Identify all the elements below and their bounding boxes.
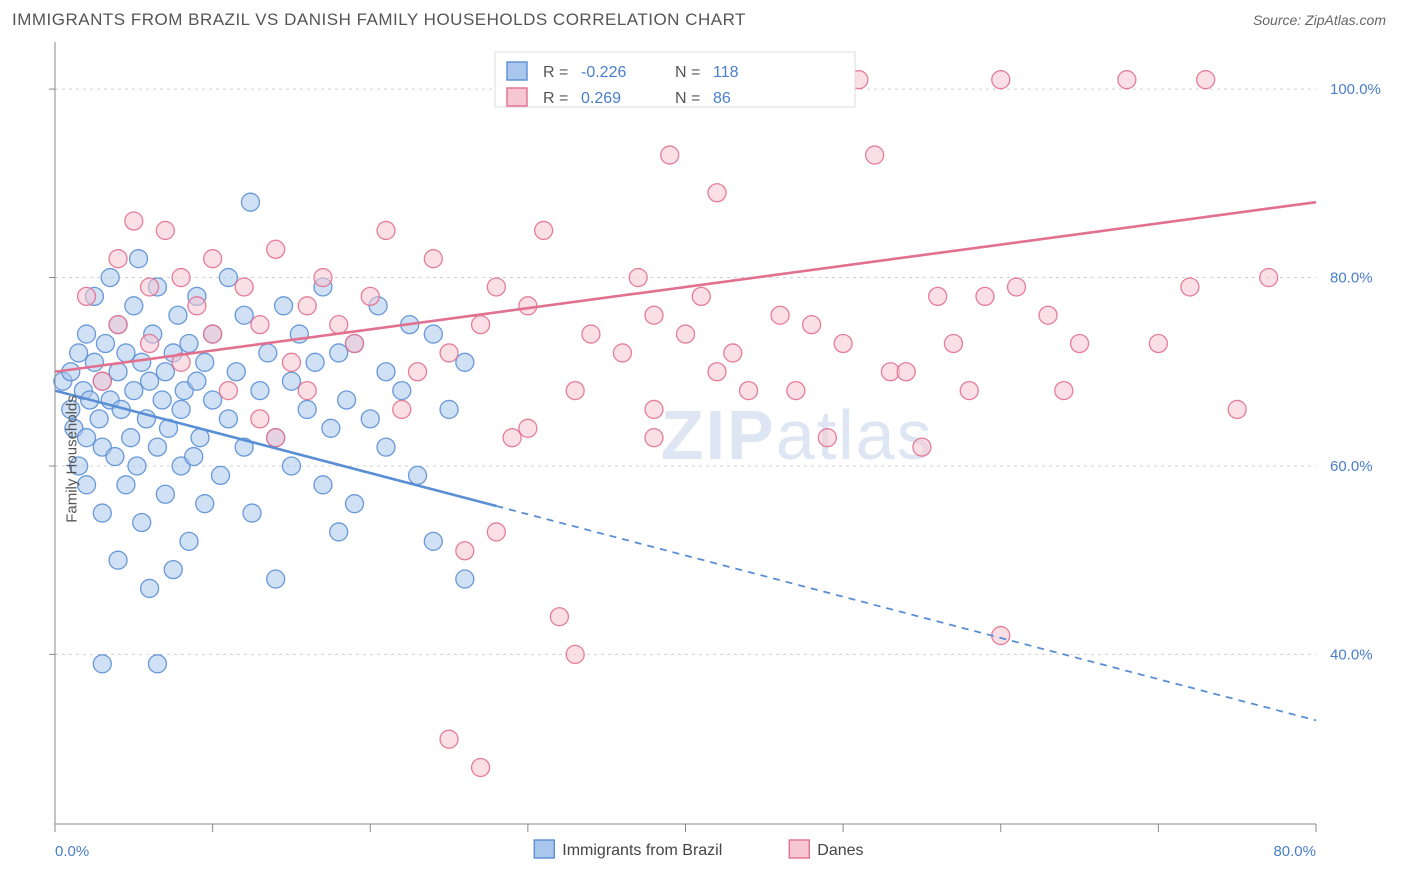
svg-text:N =: N = xyxy=(675,90,700,107)
chart-container: Family Households 40.0% 60.0% 80.0% 100.0% Z… xyxy=(0,34,1406,884)
chart-header: IMMIGRANTS FROM BRAZIL VS DANISH FAMILY … xyxy=(0,0,1406,34)
svg-text:N =: N = xyxy=(675,64,700,81)
svg-text:-0.226: -0.226 xyxy=(581,64,626,81)
svg-text:0.0%: 0.0% xyxy=(55,843,89,860)
svg-text:60.0%: 60.0% xyxy=(1330,458,1373,475)
svg-text:0.269: 0.269 xyxy=(581,90,621,107)
source-value: ZipAtlas.com xyxy=(1305,12,1386,28)
svg-text:ZIPatlas: ZIPatlas xyxy=(661,396,934,474)
chart-title: IMMIGRANTS FROM BRAZIL VS DANISH FAMILY … xyxy=(12,10,746,30)
svg-text:100.0%: 100.0% xyxy=(1330,81,1381,98)
svg-text:80.0%: 80.0% xyxy=(1273,843,1316,860)
svg-text:40.0%: 40.0% xyxy=(1330,646,1373,663)
chart-source: Source: ZipAtlas.com xyxy=(1253,12,1386,30)
svg-text:118: 118 xyxy=(713,64,739,81)
svg-text:R =: R = xyxy=(543,90,568,107)
y-axis-label: Family Households xyxy=(63,395,80,523)
svg-text:80.0%: 80.0% xyxy=(1330,270,1373,287)
source-label: Source: xyxy=(1253,12,1305,28)
svg-text:Immigrants from Brazil: Immigrants from Brazil xyxy=(562,842,722,859)
svg-text:86: 86 xyxy=(713,90,731,107)
svg-text:R =: R = xyxy=(543,64,568,81)
svg-text:Danes: Danes xyxy=(817,842,863,859)
scatter-chart: 40.0% 60.0% 80.0% 100.0% ZIPatlas 0.0% 80.0% R … xyxy=(0,34,1406,884)
